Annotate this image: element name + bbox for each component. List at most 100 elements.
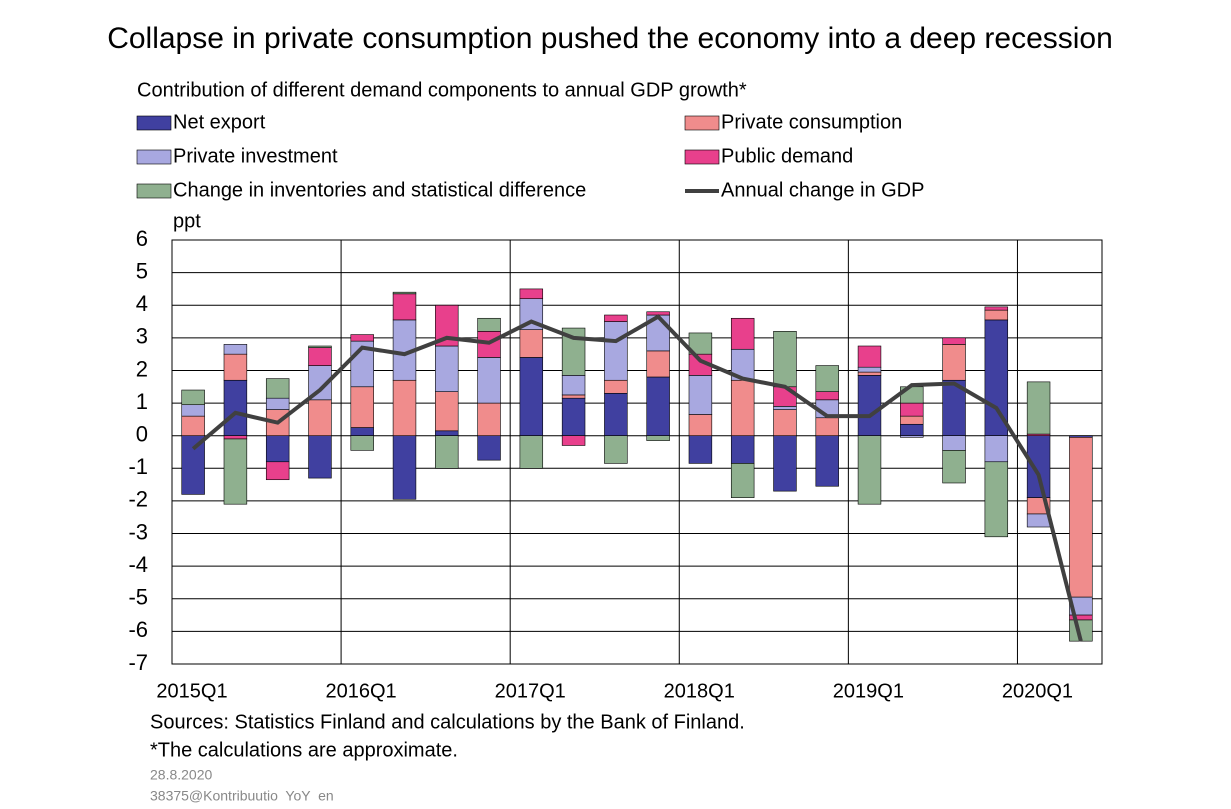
bar: [477, 357, 501, 404]
bar: [942, 450, 966, 484]
bar: [265, 378, 290, 399]
bar: [223, 435, 248, 440]
y-tick-label: 1: [136, 389, 148, 414]
plot-border: [171, 239, 1103, 665]
legend-swatch: [684, 115, 720, 131]
bar: [435, 391, 459, 432]
bar: [646, 435, 670, 441]
y-tick-label: 3: [136, 324, 148, 349]
y-tick-label: -4: [128, 552, 148, 577]
bar: [265, 397, 290, 410]
bar: [561, 375, 586, 396]
bar: [265, 435, 290, 463]
bar: [773, 386, 797, 407]
bar: [688, 435, 713, 464]
y-tick-label: 6: [136, 226, 148, 251]
bar: [308, 399, 332, 436]
bar: [646, 350, 670, 378]
bar: [519, 288, 544, 300]
bar: [857, 345, 882, 368]
bar: [223, 344, 248, 355]
bar: [477, 435, 501, 461]
bar: [942, 344, 966, 381]
bar: [561, 435, 586, 446]
bar: [519, 357, 544, 436]
bar: [350, 435, 374, 451]
bar: [223, 379, 248, 436]
y-tick-label: -2: [128, 487, 148, 512]
y-tick-label: -6: [128, 617, 148, 642]
x-tick-label: 2020Q1: [1002, 680, 1073, 702]
bar: [477, 402, 501, 436]
legend-swatch: [136, 183, 172, 199]
note: *The calculations are approximate.: [150, 739, 458, 761]
bar: [984, 461, 1009, 538]
bar: [392, 435, 417, 500]
bar: [773, 406, 797, 410]
bar: [1026, 381, 1051, 435]
bar: [857, 435, 882, 505]
bar: [857, 375, 882, 436]
legend-label: Private investment: [173, 145, 338, 167]
bar: [435, 304, 459, 347]
bar: [773, 331, 797, 388]
bar: [900, 423, 924, 436]
bar: [730, 435, 755, 464]
legend-label: Net export: [173, 111, 266, 133]
bar: [730, 317, 755, 350]
bar: [942, 337, 966, 345]
y-tick-label: 5: [136, 258, 148, 283]
bar: [519, 329, 544, 358]
date: 28.8.2020: [150, 767, 212, 783]
bar: [688, 375, 713, 415]
bar: [688, 332, 713, 355]
bar: [181, 389, 205, 406]
bar: [392, 379, 417, 436]
bar: [435, 435, 459, 469]
bar: [519, 435, 544, 469]
bar: [223, 438, 248, 505]
bar: [730, 379, 755, 436]
bar: [392, 291, 417, 295]
bar: [1026, 435, 1051, 498]
bar: [900, 435, 924, 438]
bar: [815, 365, 839, 392]
legend-label: Public demand: [721, 145, 853, 167]
bar: [350, 386, 374, 428]
bar: [477, 317, 501, 332]
bar: [604, 321, 628, 381]
x-tick-label: 2015Q1: [156, 680, 227, 702]
bar: [773, 409, 797, 436]
chart-subtitle: Contribution of different demand compone…: [137, 79, 747, 101]
x-tick-label: 2017Q1: [495, 680, 566, 702]
bar: [730, 463, 755, 498]
bar: [857, 366, 882, 373]
legend-label: Private consumption: [721, 111, 902, 133]
x-tick-label: 2018Q1: [664, 680, 735, 702]
bar: [561, 394, 586, 399]
bar: [223, 353, 248, 381]
y-tick-label: -3: [128, 519, 148, 544]
bar: [646, 376, 670, 436]
bar: [350, 334, 374, 342]
y-tick-label: -1: [128, 454, 148, 479]
bar: [308, 345, 332, 348]
bar: [815, 417, 839, 436]
bar: [181, 415, 205, 436]
x-tick-label: 2016Q1: [326, 680, 397, 702]
y-axis-label: ppt: [173, 210, 201, 232]
y-tick-label: -7: [128, 650, 148, 675]
sources: Sources: Statistics Finland and calculat…: [150, 711, 745, 733]
bar: [688, 414, 713, 436]
bar: [181, 404, 205, 417]
legend-swatch: [136, 115, 172, 131]
line: [191, 314, 1083, 642]
bar: [308, 347, 332, 366]
bar: [984, 435, 1009, 463]
bar: [561, 397, 586, 436]
bar: [265, 461, 290, 481]
y-tick-label: -5: [128, 585, 148, 610]
bar: [942, 435, 966, 451]
y-tick-label: 4: [136, 291, 148, 316]
chart-title: Collapse in private consumption pushed t…: [107, 22, 1113, 55]
